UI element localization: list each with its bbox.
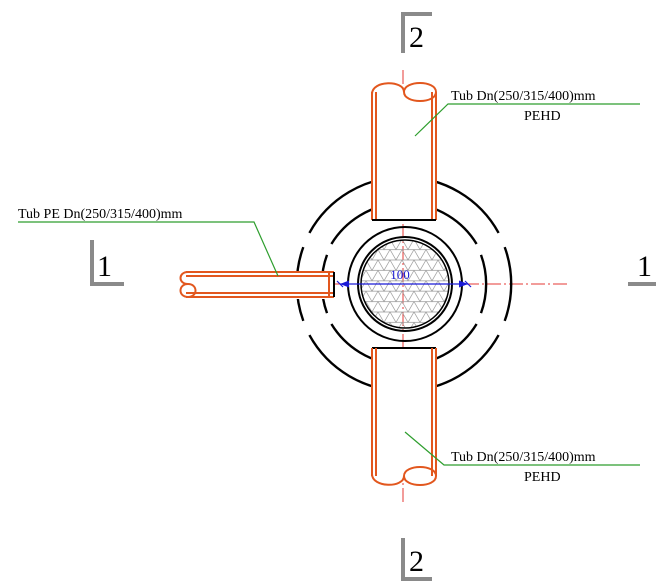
leader-bottom <box>404 431 640 466</box>
section-mark-left: 1 <box>90 240 124 286</box>
section-mark-right: 1 <box>628 250 656 286</box>
leader-top <box>414 103 640 137</box>
section-number-bottom: 2 <box>409 545 424 578</box>
section-number-right: 1 <box>637 250 652 283</box>
middle-ring-arc-right <box>479 254 488 314</box>
leader-lines <box>18 103 640 466</box>
pipe-bottom <box>371 347 438 486</box>
label-pipe-bottom-line2: PEHD <box>524 470 561 485</box>
pipe-left <box>179 271 335 299</box>
label-pipe-bottom-line1: Tub Dn(250/315/400)mm <box>451 450 596 465</box>
label-pipe-top-line2: PEHD <box>524 109 561 124</box>
diameter-dimension: 100 <box>336 267 472 288</box>
pipe-top <box>371 82 438 221</box>
outer-ring-arc-right <box>503 246 513 322</box>
label-pipe-top-line1: Tub Dn(250/315/400)mm <box>451 89 596 104</box>
section-number-top: 2 <box>409 21 424 54</box>
section-mark-bottom: 2 <box>401 538 432 581</box>
leader-left <box>18 221 279 277</box>
dimension-value: 100 <box>390 267 410 282</box>
section-mark-top: 2 <box>401 12 432 54</box>
label-pipe-left: Tub PE Dn(250/315/400)mm <box>18 207 183 222</box>
section-number-left: 1 <box>97 250 112 283</box>
